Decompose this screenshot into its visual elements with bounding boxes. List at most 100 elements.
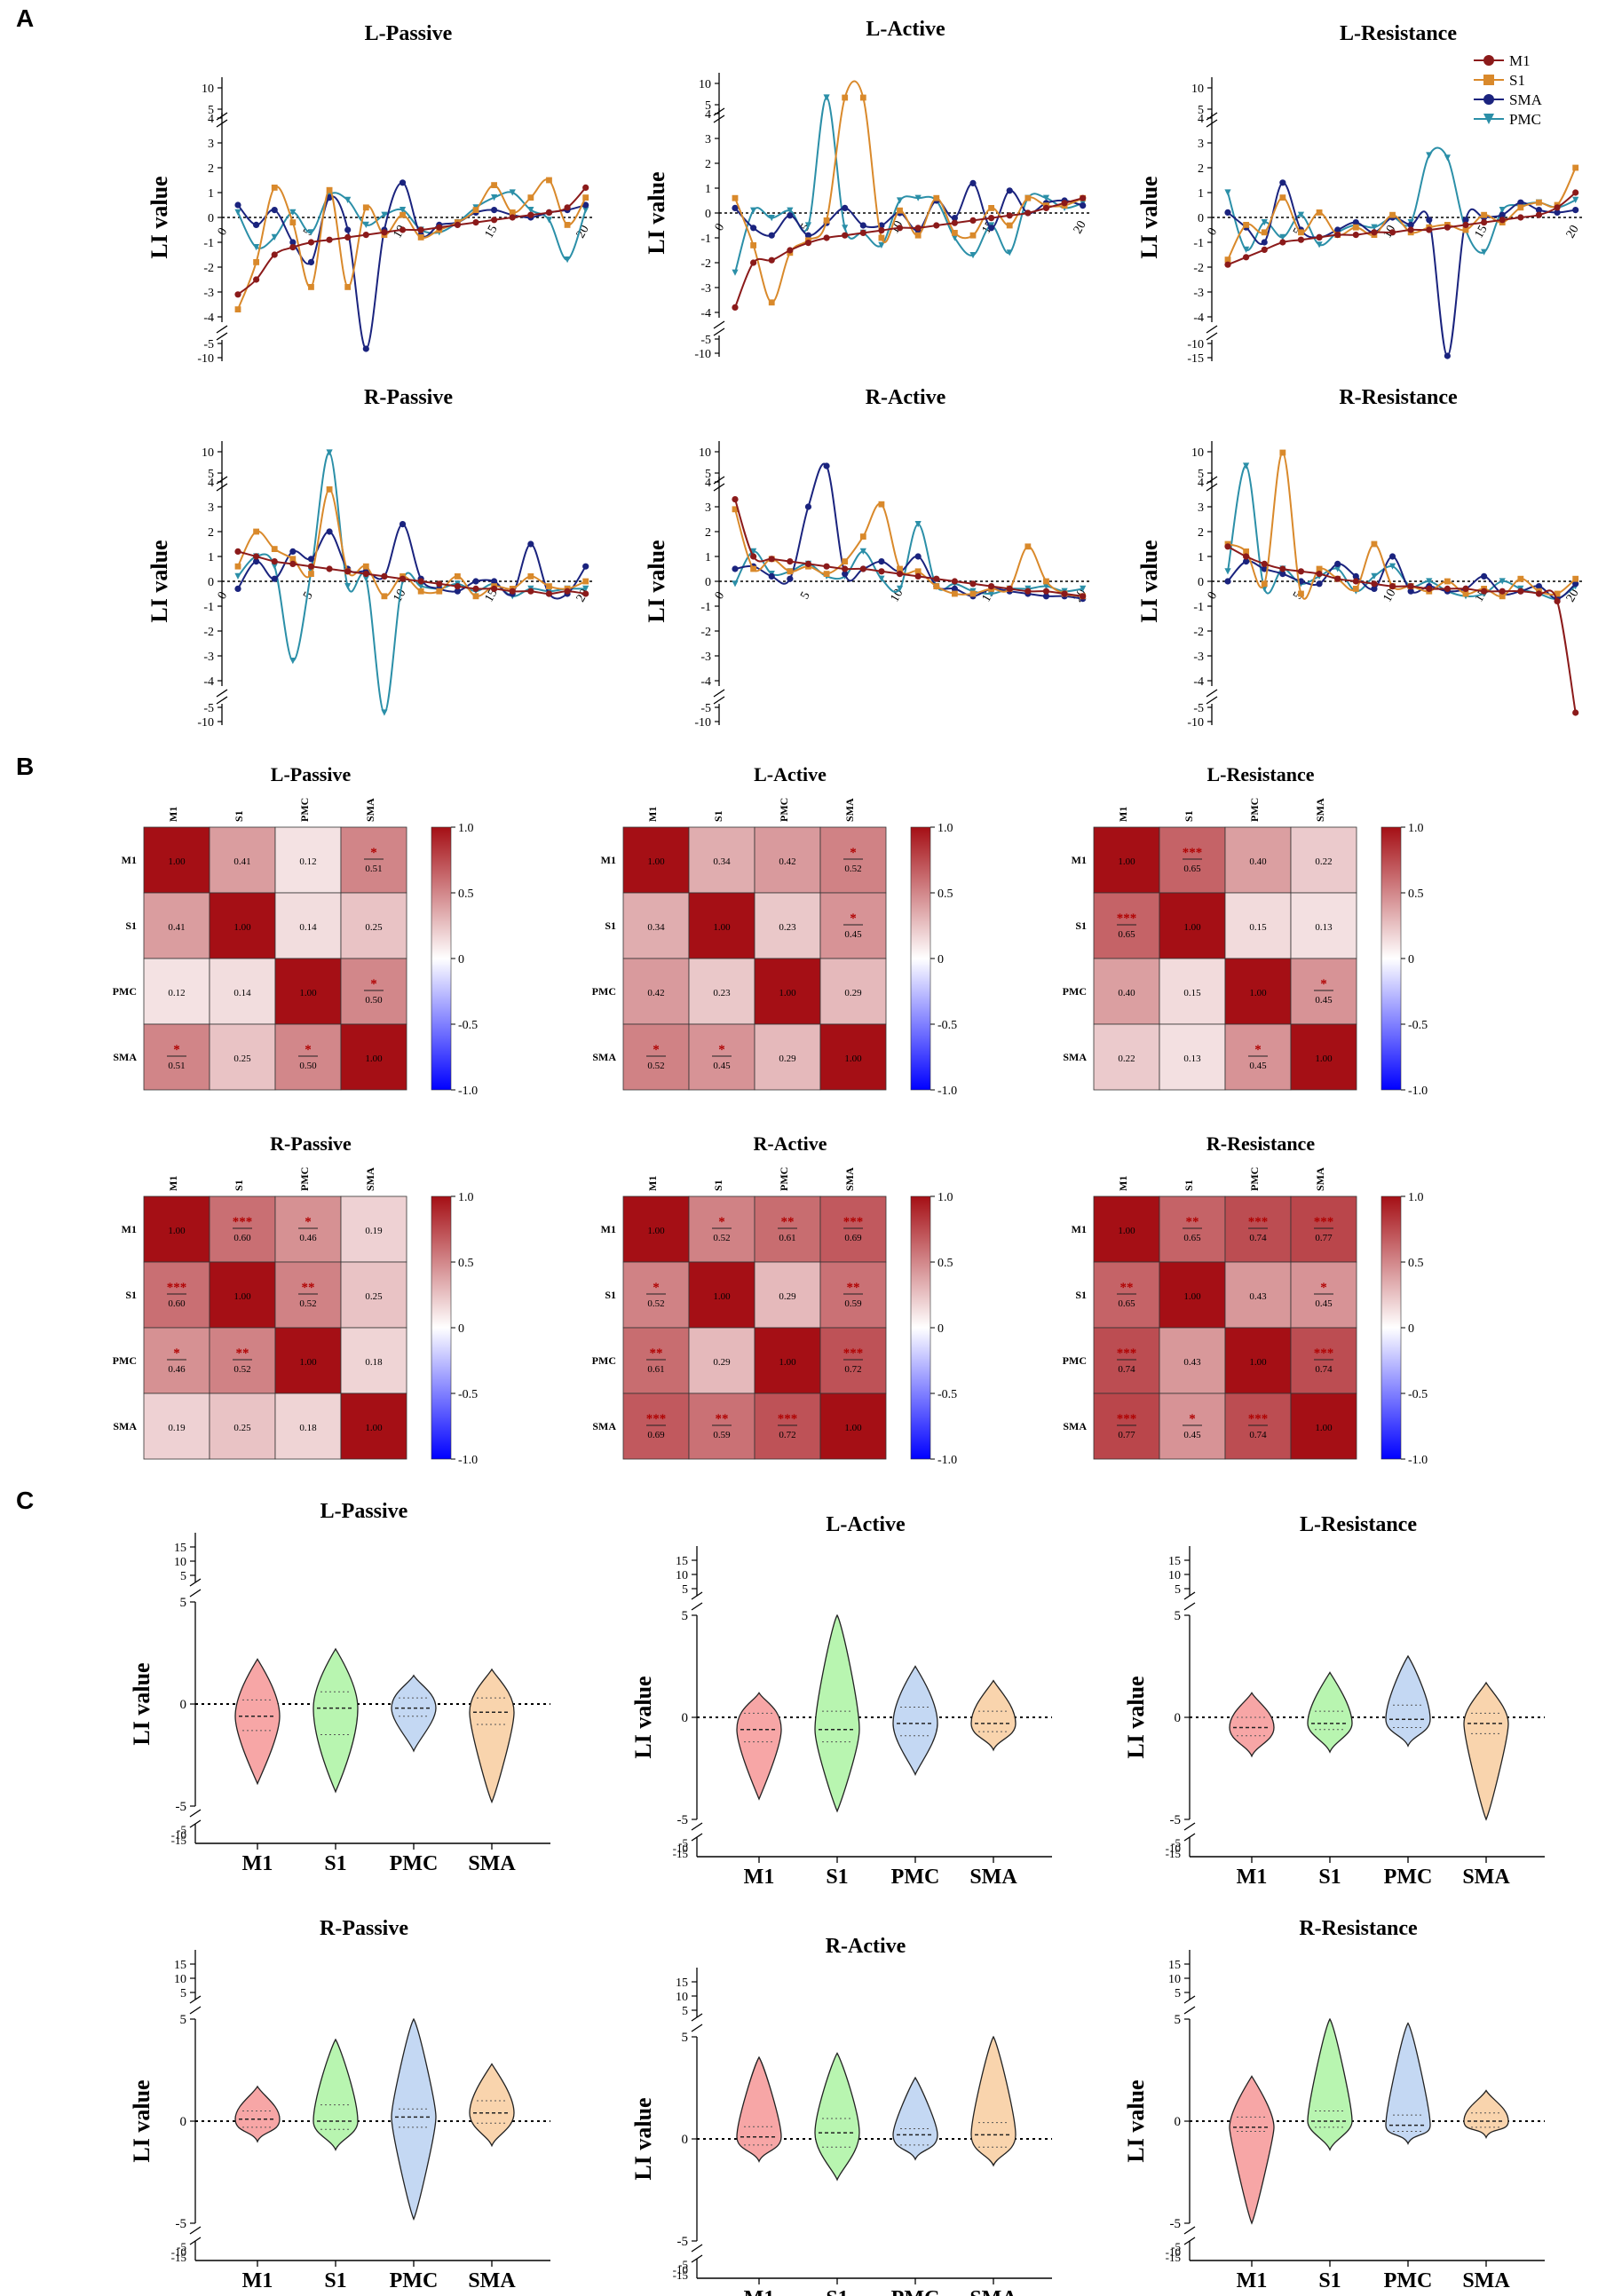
chart-title: L-Passive [320, 1500, 408, 1523]
data-point-sma [271, 207, 278, 214]
legend-label-m1: M1 [1509, 52, 1531, 69]
data-point-pmc [969, 252, 977, 259]
heatmap-cell-value: 0.15 [1183, 988, 1201, 998]
significance-stars: ** [847, 1281, 860, 1295]
heatmap-title: R-Active [753, 1132, 827, 1155]
data-point-m1 [951, 219, 958, 226]
y-tick-label: 10 [1191, 446, 1204, 460]
y-tick-label: 0 [1175, 1711, 1182, 1725]
data-point-s1 [988, 205, 995, 211]
y-tick-label: -5 [677, 1813, 689, 1827]
data-point-pmc [1371, 572, 1378, 580]
axis-break-mark [1206, 689, 1218, 698]
y-tick-label: -2 [203, 262, 214, 275]
y-tick-label: 1 [705, 551, 711, 564]
y-tick-label: 0 [208, 576, 214, 589]
data-point-m1 [1371, 229, 1378, 236]
significance-stars: *** [1248, 1215, 1269, 1229]
axis-break-mark [1183, 1833, 1196, 1842]
data-point-m1 [491, 217, 498, 224]
heatmap-cell-value: 0.52 [844, 864, 861, 874]
data-point-pmc [1444, 154, 1451, 162]
heatmap-cell [143, 1261, 210, 1329]
significance-stars: * [1320, 977, 1327, 991]
colorbar-tick-label: -1.0 [937, 1454, 957, 1467]
heatmap-cell [1159, 1261, 1226, 1329]
data-point-pmc [1297, 211, 1305, 218]
x-tick-label: M1 [1237, 1866, 1268, 1889]
y-tick-label: -5 [177, 2240, 186, 2253]
data-point-sma [842, 571, 849, 578]
significance-stars: *** [233, 1215, 253, 1229]
data-point-s1 [787, 568, 794, 575]
data-point-pmc [1499, 578, 1506, 585]
data-point-s1 [1389, 211, 1396, 218]
heatmap-cell-value: 1.00 [1249, 988, 1267, 998]
heatmap-cell-value: 1.00 [844, 1423, 862, 1433]
x-tick-label: PMC [1384, 2269, 1433, 2292]
x-tick-label: PMC [1384, 1866, 1433, 1889]
significance-stars: *** [646, 1412, 667, 1426]
violin-m1 [234, 2085, 281, 2143]
heatmap-cell [1290, 958, 1357, 1025]
axis-break-mark [1183, 1602, 1196, 1611]
heatmap-cell [1093, 1393, 1160, 1460]
axis-break-mark [713, 689, 725, 698]
violin-s1 [312, 2038, 359, 2151]
data-point-pmc [417, 583, 424, 590]
data-point-s1 [1517, 575, 1524, 582]
heatmap-cell [688, 892, 755, 959]
heatmap-cell-value: 0.41 [168, 922, 185, 933]
data-point-m1 [1279, 565, 1286, 572]
heatmap-cell-value: 0.15 [1249, 922, 1267, 933]
heatmap-cell [754, 1195, 821, 1263]
heatmap-cell-value: 0.69 [844, 1233, 862, 1243]
heatmap-cell [1093, 1327, 1160, 1394]
heatmap-cell [819, 826, 887, 894]
data-point-s1 [1024, 194, 1032, 201]
data-point-sma [582, 201, 589, 209]
heatmap-cell-value: 0.25 [233, 1423, 251, 1433]
heatmap-cell-value: 0.13 [1315, 922, 1333, 933]
heatmap-cell-value: 1.00 [1183, 922, 1201, 933]
data-point-sma [1279, 179, 1286, 186]
significance-stars: * [305, 1043, 312, 1057]
heatmap-col-label: M1 [646, 807, 659, 822]
data-point-sma [914, 553, 922, 560]
x-tick-label: 15 [1473, 223, 1491, 241]
heatmap-cell-value: 0.61 [779, 1233, 795, 1243]
x-tick-label: S1 [826, 2287, 848, 2296]
x-tick-label: M1 [744, 2287, 775, 2296]
data-point-m1 [1426, 585, 1433, 592]
data-point-s1 [564, 222, 571, 228]
significance-stars: *** [1314, 1346, 1334, 1361]
x-tick-label: 5 [798, 589, 812, 602]
colorbar [1380, 826, 1402, 1091]
data-point-sma [768, 232, 775, 239]
data-point-s1 [546, 583, 552, 589]
y-tick-label: -15 [1166, 2251, 1181, 2264]
data-point-sma [1517, 199, 1524, 206]
y-axis-label: LI value [146, 176, 172, 258]
heatmap-col-label: M1 [1117, 807, 1129, 822]
data-point-sma [1224, 578, 1231, 585]
chart-title: R-Resistance [1299, 1917, 1418, 1940]
data-point-s1 [436, 588, 443, 595]
data-point-s1 [308, 284, 314, 290]
heatmap-row-label: M1 [122, 854, 137, 866]
chart-title: R-Active [866, 386, 946, 409]
data-point-s1 [1517, 204, 1524, 211]
axis-break-mark [713, 696, 725, 705]
colorbar [910, 1195, 931, 1460]
heatmap-cell [622, 1261, 690, 1329]
x-tick-label: SMA [468, 1852, 516, 1875]
heatmap-cell [1093, 958, 1160, 1025]
heatmap-cell [209, 892, 276, 959]
y-tick-label: 5 [1198, 104, 1204, 117]
data-point-m1 [914, 572, 922, 580]
data-point-m1 [878, 568, 885, 575]
data-point-s1 [253, 259, 260, 265]
heatmap-cell [340, 826, 407, 894]
